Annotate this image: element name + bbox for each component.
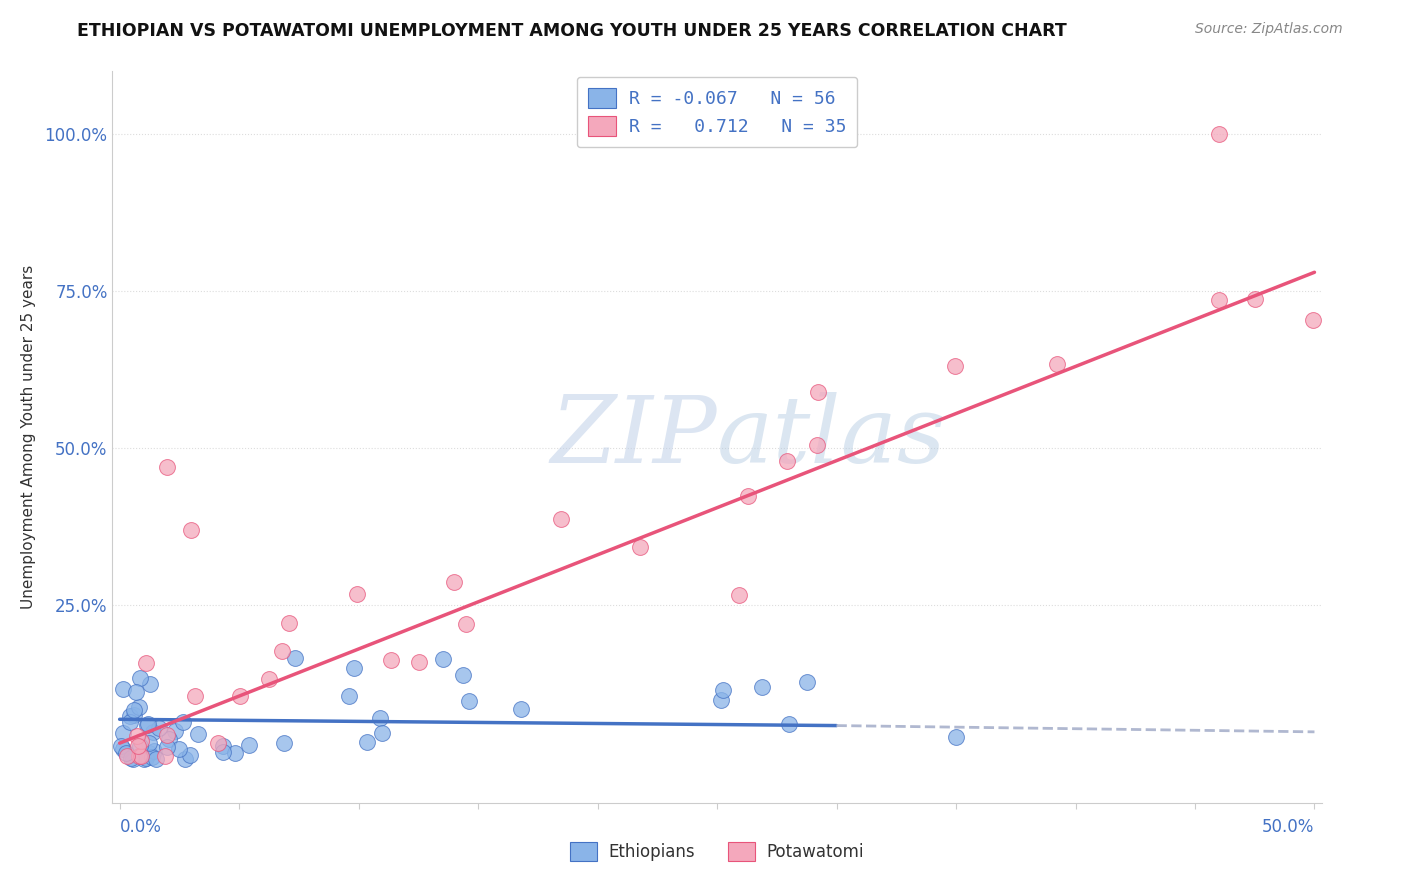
Point [131, 733, 153, 747]
Point [115, 748, 138, 763]
Point [125, 684, 148, 698]
Point [128, 748, 150, 763]
Point [1208, 127, 1230, 141]
Point [443, 575, 465, 590]
Point [118, 708, 141, 723]
Point [122, 752, 145, 766]
Point [1046, 357, 1069, 371]
Point [408, 655, 430, 669]
Point [238, 739, 260, 753]
Point [135, 717, 157, 731]
Point [273, 736, 295, 750]
Text: ETHIOPIAN VS POTAWATOMI UNEMPLOYMENT AMONG YOUTH UNDER 25 YEARS CORRELATION CHAR: ETHIOPIAN VS POTAWATOMI UNEMPLOYMENT AMO… [77, 22, 1067, 40]
Point [550, 512, 572, 526]
Point [128, 739, 150, 754]
Point [114, 746, 136, 760]
Point [728, 588, 751, 602]
Point [138, 736, 160, 750]
Point [148, 721, 170, 735]
Point [257, 673, 280, 687]
Point [228, 689, 250, 703]
Point [127, 739, 149, 754]
Point [172, 714, 194, 729]
Point [180, 523, 202, 537]
Point [343, 661, 366, 675]
Point [454, 617, 477, 632]
Point [138, 677, 160, 691]
Point [112, 741, 135, 756]
Point [737, 489, 759, 503]
Point [122, 707, 145, 722]
Text: ZIP: ZIP [550, 392, 717, 482]
Point [179, 748, 201, 763]
Text: Source: ZipAtlas.com: Source: ZipAtlas.com [1195, 22, 1343, 37]
Point [1244, 292, 1267, 306]
Point [187, 727, 209, 741]
Point [141, 750, 163, 764]
Point [371, 726, 394, 740]
Point [778, 717, 800, 731]
Point [1302, 313, 1324, 327]
Point [284, 650, 307, 665]
Point [796, 675, 818, 690]
Point [184, 690, 207, 704]
Point [509, 702, 531, 716]
Point [776, 454, 799, 468]
Point [156, 728, 179, 742]
Point [711, 683, 734, 698]
Point [628, 540, 651, 554]
Point [278, 616, 301, 631]
Point [138, 746, 160, 760]
Point [173, 752, 195, 766]
Text: 50.0%: 50.0% [1263, 819, 1315, 837]
Point [135, 656, 157, 670]
Point [270, 644, 292, 658]
Point [118, 714, 141, 729]
Point [156, 740, 179, 755]
Point [163, 723, 186, 738]
Text: 0.0%: 0.0% [120, 819, 162, 837]
Point [346, 587, 368, 601]
Point [451, 668, 474, 682]
Point [156, 459, 179, 474]
Point [943, 359, 966, 373]
Point [806, 438, 828, 452]
Point [458, 694, 481, 708]
Point [368, 711, 391, 725]
Point [145, 752, 167, 766]
Point [207, 735, 229, 749]
Point [710, 693, 733, 707]
Point [134, 752, 156, 766]
Point [751, 681, 773, 695]
Y-axis label: Unemployment Among Youth under 25 years: Unemployment Among Youth under 25 years [21, 265, 37, 609]
Point [128, 700, 150, 714]
Point [135, 751, 157, 765]
Point [129, 671, 152, 685]
Point [945, 730, 967, 744]
Point [142, 725, 165, 739]
Point [136, 717, 159, 731]
Point [142, 744, 165, 758]
Point [131, 748, 153, 763]
Point [807, 384, 830, 399]
Point [224, 746, 246, 760]
Point [356, 734, 378, 748]
Point [111, 682, 134, 697]
Point [211, 745, 233, 759]
Point [120, 751, 142, 765]
Point [432, 652, 454, 666]
Point [110, 739, 132, 754]
Point [111, 726, 134, 740]
Point [212, 739, 235, 753]
Point [380, 652, 402, 666]
Point [122, 703, 145, 717]
Point [157, 732, 180, 747]
Text: atlas: atlas [717, 392, 946, 482]
Legend: Ethiopians, Potawatomi: Ethiopians, Potawatomi [564, 835, 870, 868]
Point [125, 729, 148, 743]
Point [1208, 293, 1230, 307]
Point [169, 741, 191, 756]
Point [153, 748, 176, 763]
Point [337, 689, 360, 703]
